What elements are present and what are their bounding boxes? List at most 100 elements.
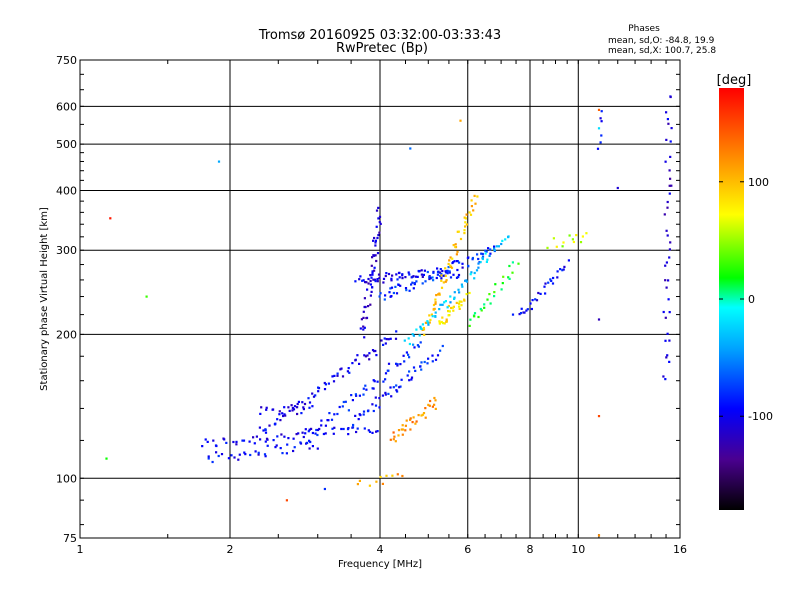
data-point [477,262,480,265]
data-point [463,216,466,219]
data-point [579,241,583,244]
data-point [291,409,294,412]
data-point [539,292,542,295]
data-point [664,279,667,282]
data-point [372,278,375,281]
data-point [237,458,240,461]
data-point [526,308,529,311]
data-point [232,440,235,444]
data-point [397,283,400,286]
data-point [311,405,314,408]
data-point [450,306,453,310]
data-point [395,362,398,365]
data-point [374,244,377,247]
data-point [597,127,601,130]
data-point [411,333,414,336]
data-point [552,276,555,280]
data-point [412,366,416,369]
data-point [481,257,484,260]
data-point [434,311,437,314]
data-point [362,279,365,282]
data-point [391,474,394,477]
data-point [444,280,447,283]
data-point [351,399,354,402]
data-point [389,386,392,389]
data-point [405,289,408,292]
data-point [571,238,574,241]
data-point [441,344,444,348]
data-point [667,122,670,125]
data-point [428,314,431,317]
data-point [417,269,420,273]
y-tick-label: 75 [63,532,77,545]
data-point [307,430,310,433]
data-point [663,213,666,216]
data-point [332,432,335,435]
data-point [257,451,260,454]
data-point [504,238,507,241]
data-point [668,311,671,314]
data-point [402,354,405,357]
data-point [432,303,436,307]
data-point [378,231,381,234]
data-point [214,444,218,447]
data-point [443,301,446,304]
data-point [253,442,256,445]
data-point [394,337,398,340]
data-point [109,217,112,220]
data-point [416,275,419,278]
data-point [395,389,398,392]
data-point [479,307,482,311]
data-point [366,288,369,291]
data-point [436,273,439,276]
data-point [145,295,148,298]
data-point [464,217,467,220]
data-point [368,430,372,433]
data-point [448,310,451,313]
data-point [475,269,479,272]
data-point [410,378,413,381]
data-point [412,343,415,346]
data-point [457,288,460,291]
data-point [369,279,372,283]
data-point [252,436,255,439]
data-point [414,275,418,278]
colorbar-tick-label: 100 [748,176,769,189]
data-point [421,413,424,416]
data-point [465,293,468,296]
data-point [420,361,423,364]
data-point [373,266,376,269]
data-point [392,438,395,441]
data-point [522,311,525,314]
data-point [415,280,418,283]
data-point [363,297,366,300]
data-point [431,405,434,408]
data-point [507,276,510,279]
data-point [201,445,204,448]
data-point [596,147,600,150]
data-point [433,403,436,406]
data-point [422,412,426,415]
data-point [223,438,226,441]
data-point [263,453,267,456]
data-point [476,253,479,256]
data-point [489,248,492,251]
data-point [292,408,296,411]
data-point [476,195,479,198]
data-point [451,261,454,265]
data-point [243,451,246,454]
data-point [264,440,267,443]
data-point [426,320,429,323]
data-point [244,453,247,456]
data-point [441,269,444,273]
data-point [327,419,330,422]
data-point [375,225,378,228]
data-point [434,358,438,361]
data-point [666,234,669,237]
data-point [552,237,555,240]
data-point [519,312,523,315]
data-point [372,254,375,257]
data-point [440,277,443,280]
data-point [372,379,375,382]
data-point [409,418,412,421]
